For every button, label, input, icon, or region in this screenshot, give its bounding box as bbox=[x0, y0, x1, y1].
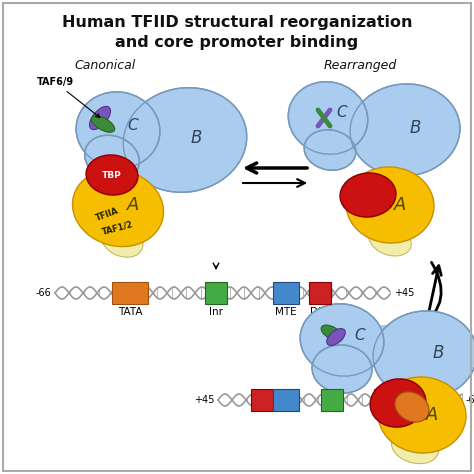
Bar bbox=[273, 282, 299, 304]
Ellipse shape bbox=[327, 328, 345, 346]
Text: A: A bbox=[394, 196, 406, 214]
Text: -66: -66 bbox=[35, 288, 51, 298]
Text: Inr: Inr bbox=[209, 307, 223, 317]
Ellipse shape bbox=[340, 173, 396, 217]
Text: B: B bbox=[410, 119, 421, 137]
Text: +45: +45 bbox=[394, 288, 414, 298]
Text: and core promoter binding: and core promoter binding bbox=[115, 35, 359, 49]
Bar bbox=[309, 282, 331, 304]
Bar bbox=[205, 282, 227, 304]
Ellipse shape bbox=[101, 223, 143, 257]
Ellipse shape bbox=[86, 155, 138, 195]
Text: B: B bbox=[432, 344, 444, 362]
Text: TBP: TBP bbox=[102, 171, 122, 180]
Bar bbox=[251, 389, 273, 411]
Bar bbox=[374, 389, 402, 411]
Ellipse shape bbox=[76, 92, 160, 168]
Text: MTE: MTE bbox=[275, 307, 297, 317]
Ellipse shape bbox=[369, 224, 411, 256]
Ellipse shape bbox=[378, 377, 466, 453]
Text: C: C bbox=[337, 104, 347, 119]
Text: A: A bbox=[127, 196, 139, 214]
Text: TAF6/9: TAF6/9 bbox=[36, 77, 100, 118]
Ellipse shape bbox=[346, 167, 434, 243]
Text: A: A bbox=[426, 406, 438, 424]
Text: Canonical: Canonical bbox=[74, 58, 136, 72]
Ellipse shape bbox=[373, 311, 474, 399]
Ellipse shape bbox=[321, 325, 343, 341]
Ellipse shape bbox=[340, 104, 396, 144]
Text: Human TFIID structural reorganization: Human TFIID structural reorganization bbox=[62, 15, 412, 29]
Text: Rearranged: Rearranged bbox=[323, 58, 397, 72]
Ellipse shape bbox=[123, 88, 247, 192]
Text: TAF1/2: TAF1/2 bbox=[101, 219, 135, 237]
Text: TFIIA: TFIIA bbox=[94, 207, 120, 223]
Text: C: C bbox=[355, 328, 365, 343]
Text: -66: -66 bbox=[466, 395, 474, 405]
Bar bbox=[321, 389, 343, 411]
Bar bbox=[273, 389, 299, 411]
Text: B: B bbox=[191, 129, 202, 147]
Ellipse shape bbox=[312, 345, 372, 393]
Text: DPE: DPE bbox=[310, 307, 330, 317]
Ellipse shape bbox=[90, 106, 110, 129]
Ellipse shape bbox=[370, 379, 426, 427]
Ellipse shape bbox=[395, 392, 429, 422]
Ellipse shape bbox=[122, 110, 182, 160]
Ellipse shape bbox=[300, 304, 384, 376]
Ellipse shape bbox=[73, 169, 164, 246]
Ellipse shape bbox=[304, 130, 356, 170]
Text: +45: +45 bbox=[193, 395, 214, 405]
Bar bbox=[112, 282, 148, 304]
Ellipse shape bbox=[85, 135, 139, 181]
Text: TATA: TATA bbox=[118, 307, 142, 317]
Ellipse shape bbox=[91, 116, 115, 132]
Ellipse shape bbox=[392, 430, 438, 464]
Ellipse shape bbox=[354, 325, 414, 369]
Text: C: C bbox=[128, 118, 138, 133]
Ellipse shape bbox=[288, 82, 368, 154]
Ellipse shape bbox=[350, 84, 460, 176]
